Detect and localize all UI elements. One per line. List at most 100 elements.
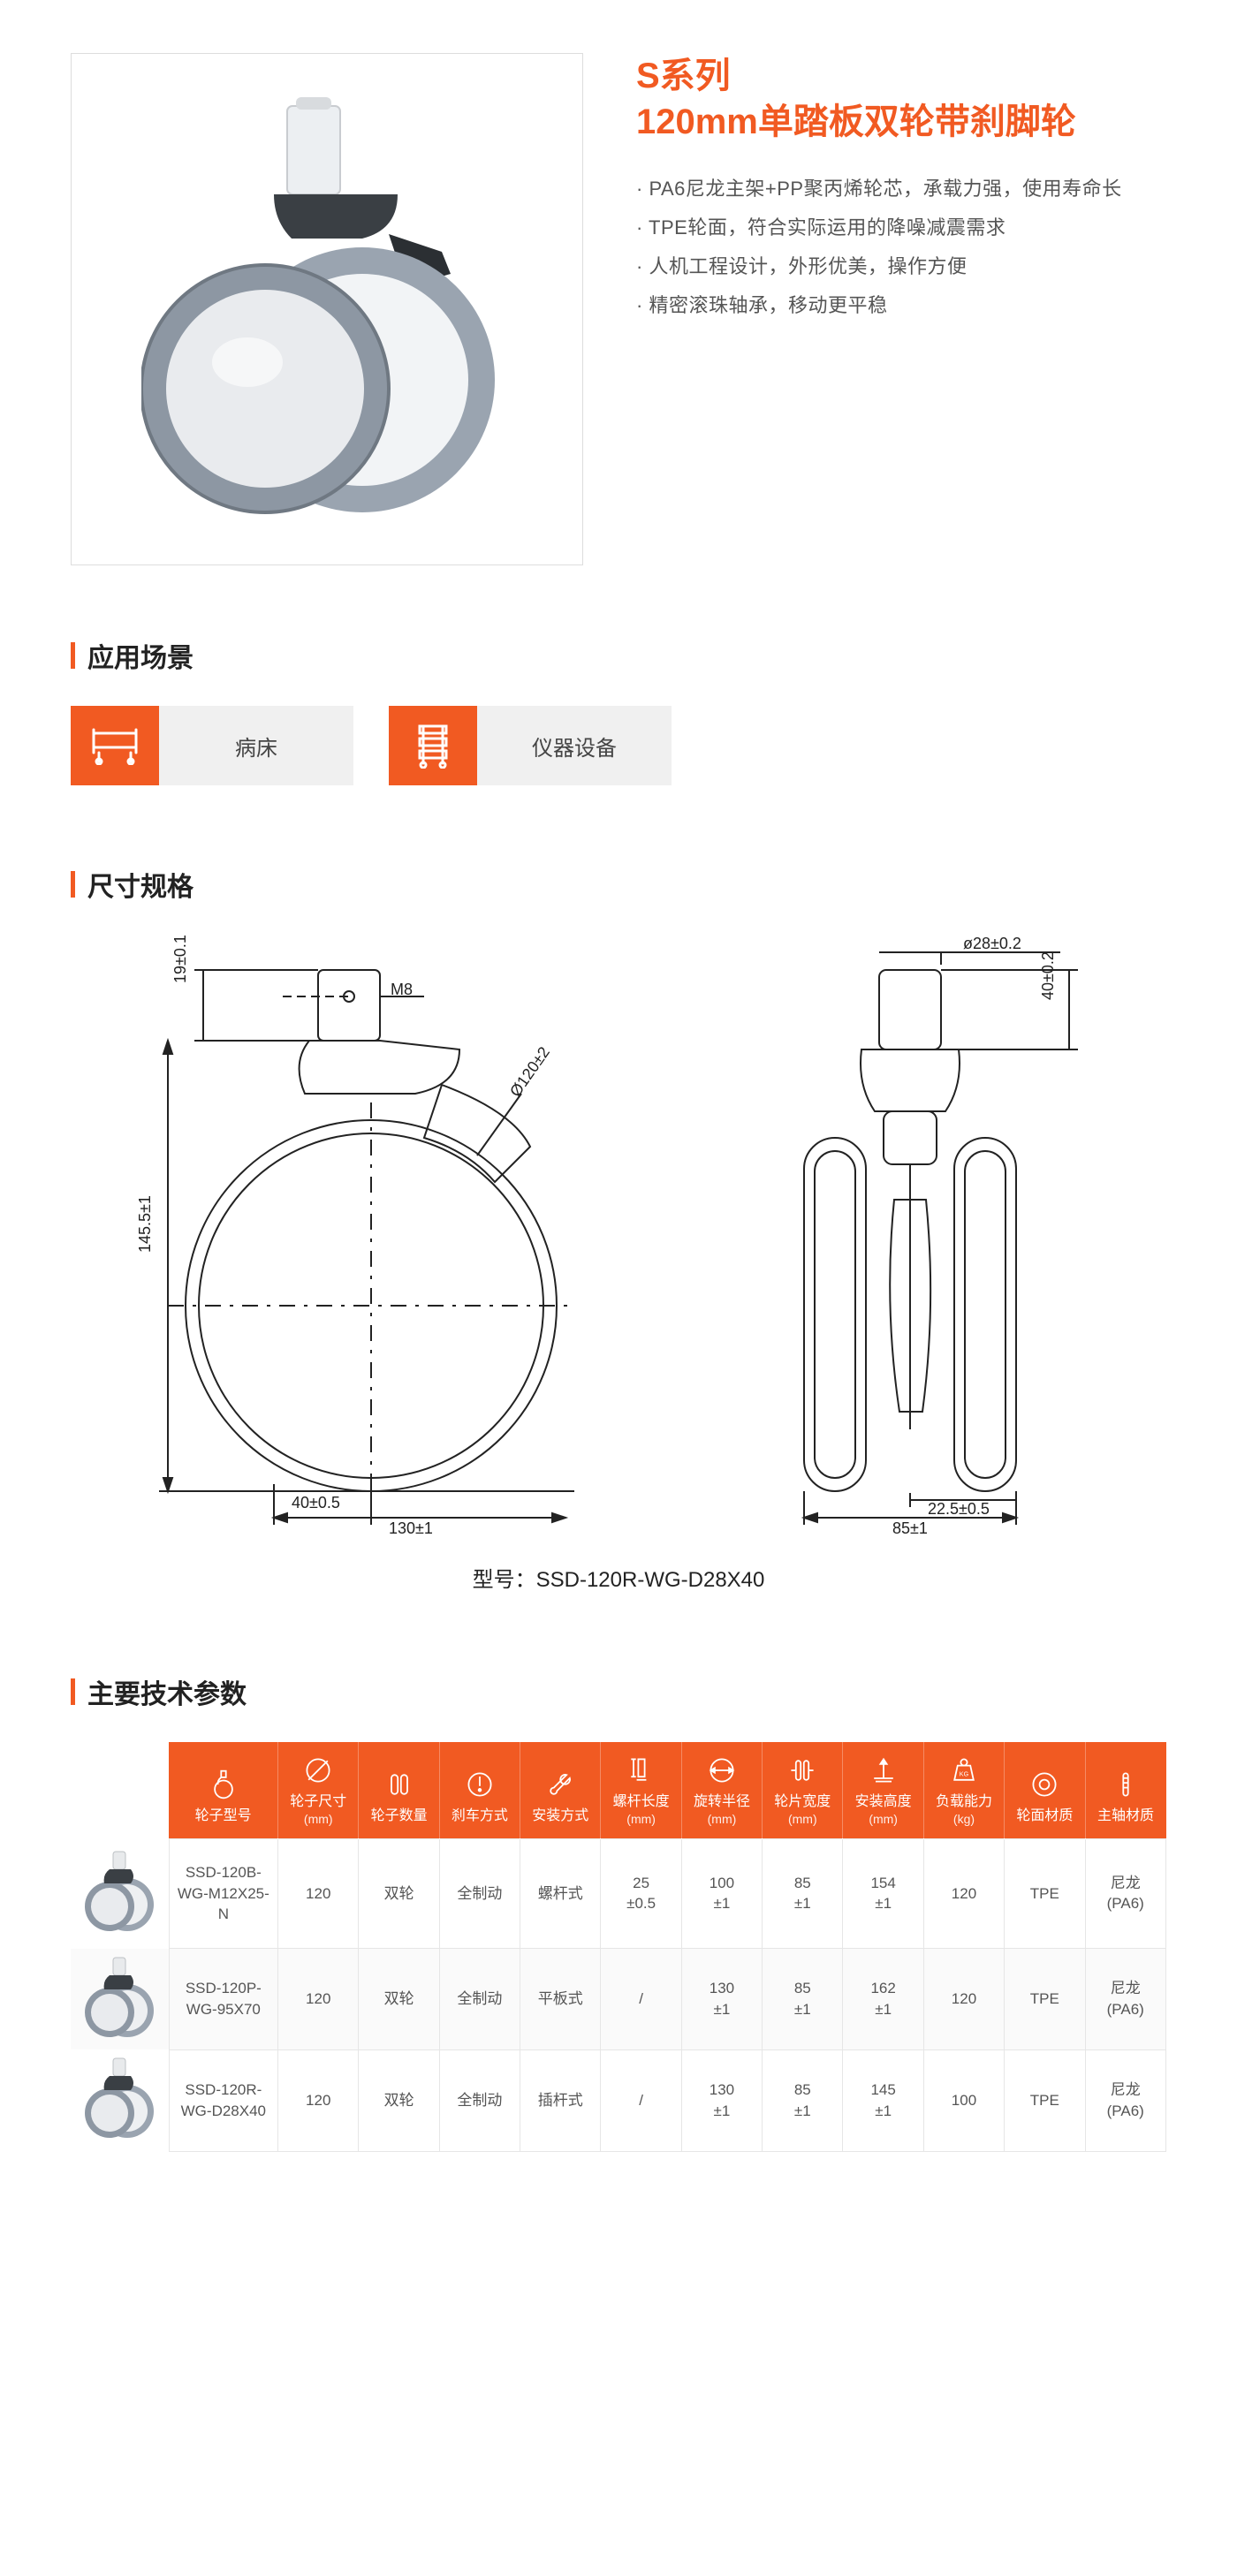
th-image bbox=[71, 1742, 169, 1838]
wrench-icon bbox=[544, 1769, 576, 1800]
row-thumb bbox=[71, 1949, 169, 2050]
dim-label: 85±1 bbox=[892, 1519, 928, 1538]
brake-icon bbox=[464, 1769, 496, 1800]
cell: 120 bbox=[278, 2049, 359, 2151]
cell: TPE bbox=[1005, 1838, 1085, 1948]
cell: 154±1 bbox=[843, 1838, 923, 1948]
dim-label: M8 bbox=[391, 981, 413, 999]
axle-icon bbox=[1110, 1769, 1142, 1800]
diameter-icon bbox=[302, 1754, 334, 1786]
cell: 双轮 bbox=[359, 1838, 439, 1948]
table-row: SSD-120B-WG-M12X25-N120双轮全制动螺杆式25±0.5100… bbox=[71, 1838, 1166, 1948]
cell: 100 bbox=[923, 2049, 1004, 2151]
cell: SSD-120B-WG-M12X25-N bbox=[169, 1838, 277, 1948]
dim-label: ø28±0.2 bbox=[963, 935, 1021, 953]
applications: 病床 仪器设备 bbox=[71, 706, 1166, 785]
material-icon bbox=[1028, 1769, 1060, 1800]
cell: 120 bbox=[278, 1838, 359, 1948]
cell: 85±1 bbox=[763, 1838, 843, 1948]
width-icon bbox=[786, 1754, 818, 1786]
section-title-tech: 主要技术参数 bbox=[71, 1672, 1166, 1711]
cell: / bbox=[601, 2049, 681, 2151]
cell: 尼龙(PA6) bbox=[1085, 1949, 1166, 2050]
cell: 全制动 bbox=[439, 1838, 520, 1948]
dim-label: 40±0.2 bbox=[1039, 951, 1058, 1000]
dim-label: 145.5±1 bbox=[136, 1195, 155, 1253]
feature-list: · PA6尼龙主架+PP聚丙烯轮芯，承载力强，使用寿命长 · TPE轮面，符合实… bbox=[636, 170, 1166, 325]
caster-photo-icon bbox=[141, 97, 512, 521]
cell: 插杆式 bbox=[520, 2049, 601, 2151]
page: S系列 120mm单踏板双轮带刹脚轮 · PA6尼龙主架+PP聚丙烯轮芯，承载力… bbox=[0, 0, 1237, 2205]
feature-item: · TPE轮面，符合实际运用的降噪减震需求 bbox=[636, 208, 1166, 247]
th-screw: 螺杆长度(mm) bbox=[601, 1742, 681, 1838]
section-title-dims: 尺寸规格 bbox=[71, 865, 1166, 904]
cell: TPE bbox=[1005, 2049, 1085, 2151]
section-title-apps: 应用场景 bbox=[71, 636, 1166, 675]
table-header: 轮子型号 轮子尺寸(mm) 轮子数量 刹车方式 安装方式 bbox=[71, 1742, 1166, 1838]
cell: 85±1 bbox=[763, 1949, 843, 2050]
cell: 全制动 bbox=[439, 2049, 520, 2151]
row-thumb bbox=[71, 1838, 169, 1948]
cell: 全制动 bbox=[439, 1949, 520, 2050]
height-icon bbox=[868, 1754, 899, 1786]
feature-item: · PA6尼龙主架+PP聚丙烯轮芯，承载力强，使用寿命长 bbox=[636, 170, 1166, 208]
app-equipment: 仪器设备 bbox=[389, 706, 672, 785]
tech-table: 轮子型号 轮子尺寸(mm) 轮子数量 刹车方式 安装方式 bbox=[71, 1742, 1166, 2152]
th-mount: 安装方式 bbox=[520, 1742, 601, 1838]
table-row: SSD-120P-WG-95X70120双轮全制动平板式/130±185±116… bbox=[71, 1949, 1166, 2050]
th-model: 轮子型号 bbox=[169, 1742, 277, 1838]
hero: S系列 120mm单踏板双轮带刹脚轮 · PA6尼龙主架+PP聚丙烯轮芯，承载力… bbox=[71, 53, 1166, 565]
dim-label: 40±0.5 bbox=[292, 1494, 340, 1512]
app-bed: 病床 bbox=[71, 706, 353, 785]
cell: 162±1 bbox=[843, 1949, 923, 2050]
cell: 双轮 bbox=[359, 1949, 439, 2050]
th-radius: 旋转半径(mm) bbox=[681, 1742, 762, 1838]
cell: 螺杆式 bbox=[520, 1838, 601, 1948]
wheels-icon bbox=[383, 1769, 415, 1800]
app-label: 仪器设备 bbox=[477, 706, 672, 785]
load-icon: KG bbox=[948, 1754, 980, 1786]
feature-item: · 人机工程设计，外形优美，操作方便 bbox=[636, 247, 1166, 286]
product-title: 120mm单踏板双轮带刹脚轮 bbox=[636, 99, 1166, 145]
cell: 尼龙(PA6) bbox=[1085, 2049, 1166, 2151]
cell: 120 bbox=[923, 1838, 1004, 1948]
dimension-drawings: 19±0.1 M8 Ø120±2 145.5±1 40±0.5 130±1 bbox=[71, 935, 1166, 1535]
svg-text:KG: KG bbox=[960, 1769, 969, 1777]
cell: 85±1 bbox=[763, 2049, 843, 2151]
cell: 尼龙(PA6) bbox=[1085, 1838, 1166, 1948]
th-size: 轮子尺寸(mm) bbox=[278, 1742, 359, 1838]
cell: 130±1 bbox=[681, 2049, 762, 2151]
cell: 双轮 bbox=[359, 2049, 439, 2151]
th-qty: 轮子数量 bbox=[359, 1742, 439, 1838]
cell: / bbox=[601, 1949, 681, 2050]
drawing-front: ø28±0.2 40±0.2 22.5±0.5 85±1 bbox=[707, 935, 1131, 1535]
dim-label: 130±1 bbox=[389, 1519, 433, 1538]
th-height: 安装高度(mm) bbox=[843, 1742, 923, 1838]
feature-item: · 精密滚珠轴承，移动更平稳 bbox=[636, 286, 1166, 325]
cell: SSD-120P-WG-95X70 bbox=[169, 1949, 277, 2050]
row-thumb bbox=[71, 2049, 169, 2151]
th-width: 轮片宽度(mm) bbox=[763, 1742, 843, 1838]
app-label: 病床 bbox=[159, 706, 353, 785]
trolley-icon bbox=[389, 706, 477, 785]
cell: 120 bbox=[278, 1949, 359, 2050]
bed-icon bbox=[71, 706, 159, 785]
cell: 100±1 bbox=[681, 1838, 762, 1948]
th-surface: 轮面材质 bbox=[1005, 1742, 1085, 1838]
th-load: KG 负载能力(kg) bbox=[923, 1742, 1004, 1838]
caster-icon bbox=[208, 1769, 239, 1800]
cell: 平板式 bbox=[520, 1949, 601, 2050]
table-row: SSD-120R-WG-D28X40120双轮全制动插杆式/130±185±11… bbox=[71, 2049, 1166, 2151]
cell: 130±1 bbox=[681, 1949, 762, 2050]
drawing-side: 19±0.1 M8 Ø120±2 145.5±1 40±0.5 130±1 bbox=[106, 935, 672, 1535]
product-photo bbox=[71, 53, 583, 565]
hero-info: S系列 120mm单踏板双轮带刹脚轮 · PA6尼龙主架+PP聚丙烯轮芯，承载力… bbox=[636, 53, 1166, 565]
th-brake: 刹车方式 bbox=[439, 1742, 520, 1838]
cell: 145±1 bbox=[843, 2049, 923, 2151]
table-body: SSD-120B-WG-M12X25-N120双轮全制动螺杆式25±0.5100… bbox=[71, 1838, 1166, 2151]
dim-label: 19±0.1 bbox=[171, 935, 190, 983]
cell: SSD-120R-WG-D28X40 bbox=[169, 2049, 277, 2151]
screw-length-icon bbox=[626, 1754, 657, 1786]
dim-label: 22.5±0.5 bbox=[928, 1500, 990, 1519]
radius-icon bbox=[706, 1754, 738, 1786]
